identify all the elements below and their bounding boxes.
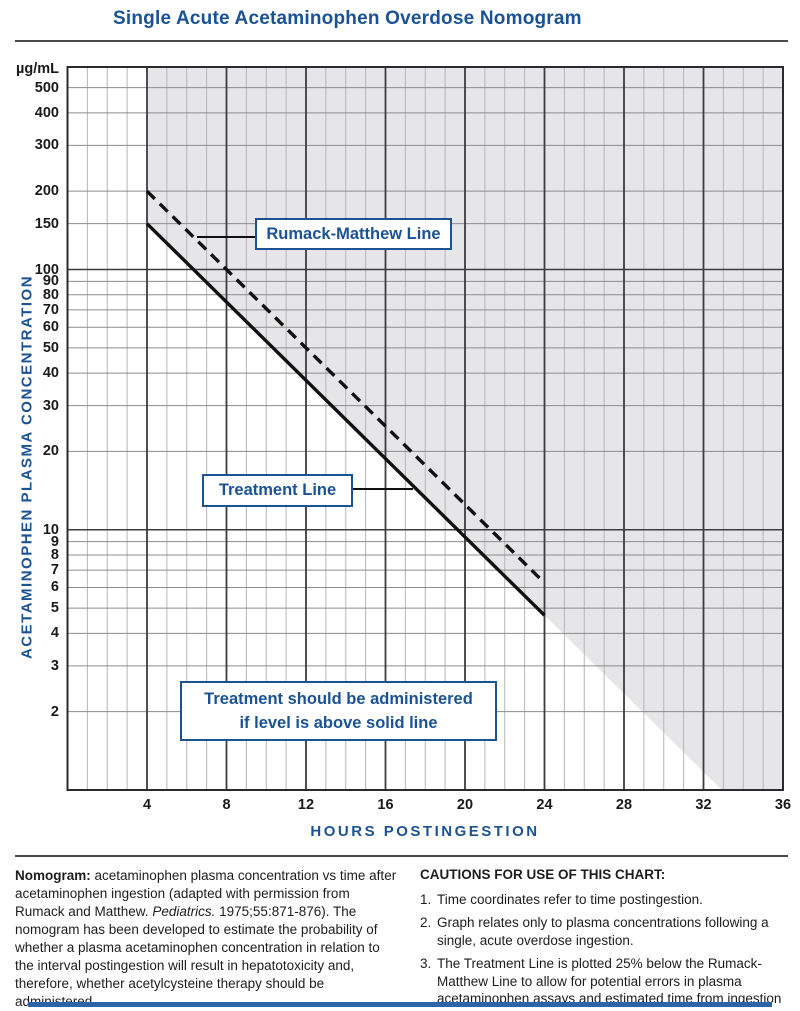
y-tick-label: 2 xyxy=(50,703,59,720)
nomogram-description: Nomogram: acetaminophen plasma concentra… xyxy=(15,867,397,1011)
y-tick-label: 20 xyxy=(42,443,59,460)
y-tick-label: 50 xyxy=(42,339,59,356)
x-tick-label: 20 xyxy=(456,797,474,813)
y-tick-label: 10 xyxy=(42,521,59,538)
treatment-line-label-box: Treatment Line xyxy=(202,474,353,507)
caution-text: Time coordinates refer to time postinges… xyxy=(437,891,703,907)
arch-intern-med-citation: Arch Intern Med. xyxy=(621,1009,721,1011)
y-tick-label: 300 xyxy=(34,137,59,154)
rumack-matthew-label-box: Rumack-Matthew Line xyxy=(255,218,452,250)
x-tick-label: 4 xyxy=(142,797,152,813)
y-tick-label: 90 xyxy=(42,273,59,290)
nomogram-description-text: Nomogram: acetaminophen plasma concentra… xyxy=(15,867,397,1011)
y-tick-label: 5 xyxy=(50,600,59,617)
page-title: Single Acute Acetaminophen Overdose Nomo… xyxy=(113,8,582,29)
y-tick-label: 3 xyxy=(50,657,59,674)
x-tick-label: 8 xyxy=(222,797,231,813)
y-tick-label: 400 xyxy=(34,104,59,121)
y-tick-label: 8 xyxy=(50,546,59,563)
rumack-matthew-line xyxy=(145,189,546,585)
caution-text: Graph relates only to plasma concentrati… xyxy=(437,915,769,948)
y-tick-label: 60 xyxy=(42,319,59,336)
cautions-section: CAUTIONS FOR USE OF THIS CHART: 1. Time … xyxy=(420,866,794,1011)
caution-item-2: 2. Graph relates only to plasma concentr… xyxy=(420,914,794,949)
x-tick-label: 32 xyxy=(695,797,712,813)
plot-border xyxy=(66,66,784,791)
treatment-line xyxy=(145,222,546,617)
x-tick-label: 28 xyxy=(615,797,633,813)
rumack-matthew-label: Rumack-Matthew Line xyxy=(266,224,441,243)
advisory-text-line2: if level is above solid line xyxy=(239,714,438,732)
y-tick-label: 100 xyxy=(34,261,59,278)
caution-item-1: 1. Time coordinates refer to time postin… xyxy=(420,891,794,909)
caution-number: 3. xyxy=(420,956,432,971)
x-tick-label: 24 xyxy=(536,797,553,813)
nomogram-description-body2: 1975;55:871-876). The nomogram has been … xyxy=(15,904,380,1009)
x-tick-label: 12 xyxy=(297,797,315,813)
y-tick-label: 9 xyxy=(50,533,59,550)
advisory-text-line1: Treatment should be administered xyxy=(204,690,473,708)
footer-bar xyxy=(28,1002,772,1007)
y-axis-title: ACETAMINOPHEN PLASMA CONCENTRATION xyxy=(18,274,36,660)
y-tick-label: 200 xyxy=(34,183,59,200)
y-tick-label: 500 xyxy=(34,79,59,96)
y-unit-label: µg/mL xyxy=(16,61,59,77)
caution-number: 1. xyxy=(420,891,432,907)
x-tick-label: 16 xyxy=(377,797,394,813)
y-tick-label: 40 xyxy=(42,365,59,382)
nomogram-description-lead: Nomogram: xyxy=(15,868,91,883)
cautions-title: CAUTIONS FOR USE OF THIS CHART: xyxy=(420,867,666,882)
y-tick-label: 80 xyxy=(42,286,59,303)
x-tick-label: 36 xyxy=(774,797,792,813)
nomogram-description-body: acetaminophen plasma concentration vs ti… xyxy=(15,868,397,919)
footer-divider xyxy=(15,855,788,857)
caution-number: 2. xyxy=(420,915,432,930)
y-tick-label: 70 xyxy=(42,301,59,318)
y-tick-label: 6 xyxy=(50,579,59,596)
y-tick-label: 150 xyxy=(34,215,59,232)
pediatrics-citation: Pediatrics. xyxy=(152,904,216,919)
title-divider xyxy=(15,40,788,42)
x-axis-title: HOURS POSTINGESTION xyxy=(310,823,540,840)
y-tick-label: 4 xyxy=(50,625,59,642)
treatment-advisory-box: Treatment should be administered if leve… xyxy=(180,681,497,741)
y-tick-label: 30 xyxy=(42,397,59,414)
treatment-line-label: Treatment Line xyxy=(218,481,337,499)
y-tick-label: 7 xyxy=(50,562,59,579)
